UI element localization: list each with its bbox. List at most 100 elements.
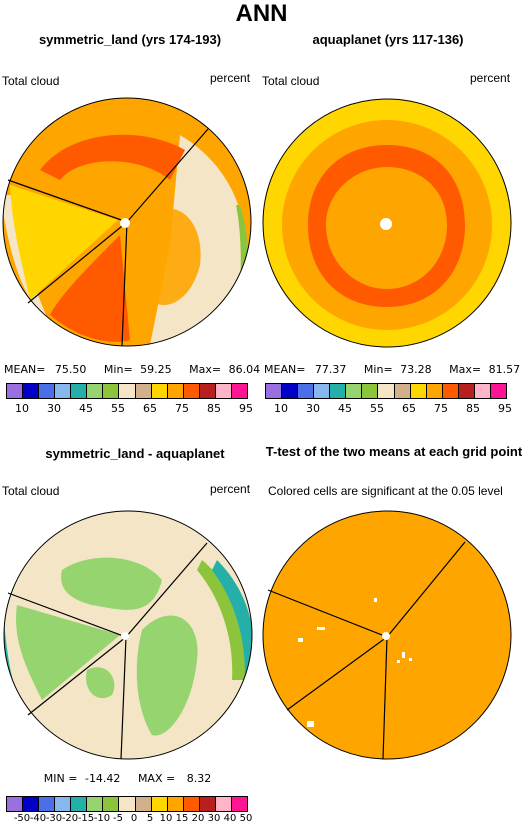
panel3-pole-marker	[121, 632, 129, 640]
panel4-land-boundary-s	[382, 636, 388, 760]
colorbar-tick-label: -20	[61, 813, 79, 824]
colorbar-swatch	[215, 797, 232, 811]
panel3-stats: MIN = -14.42 MAX = 8.32	[43, 772, 212, 785]
panel4-map-outline	[262, 510, 512, 760]
panel1-map	[2, 97, 252, 347]
colorbar-swatch	[231, 797, 247, 811]
colorbar-swatch	[426, 384, 443, 398]
panel1-red-south	[50, 235, 130, 342]
colorbar-tick-label: -50	[13, 813, 31, 824]
panel4-title: T-test of the two means at each grid poi…	[265, 444, 523, 459]
panel1-pole-marker	[120, 218, 130, 228]
panel2-variable-label: Total cloud	[262, 74, 320, 88]
panel4-subtitle: Colored cells are significant at the 0.0…	[268, 484, 503, 498]
colorbar-tick-label: 85	[466, 402, 480, 415]
colorbar-swatch	[135, 797, 152, 811]
panel4-insignificant-cell	[374, 598, 377, 602]
colorbar-swatch	[330, 384, 347, 398]
panel1-colorbar-ticks: 10 30 45 55 65 75 85 95	[6, 402, 253, 416]
colorbar-swatch	[378, 384, 395, 398]
panel3-map-outline	[3, 510, 253, 760]
panel4-land-boundary-ne	[386, 541, 466, 638]
panel3-green-southwest	[86, 667, 115, 699]
colorbar-tick-label: 45	[338, 402, 352, 415]
panel3-variable-label: Total cloud	[2, 484, 60, 498]
panel3-land-boundary-s	[120, 636, 127, 760]
colorbar-swatch	[23, 384, 40, 398]
colorbar-swatch	[458, 384, 475, 398]
panel3-green-west	[16, 605, 120, 700]
colorbar-swatch	[362, 384, 379, 398]
colorbar-swatch	[151, 797, 168, 811]
colorbar-swatch	[103, 384, 120, 398]
panel4-pole-marker	[382, 632, 390, 640]
panel3-colorbar-ticks: -50 -40 -30 -20 -15 -10 -5 0 5 10 15 20 30 40 50	[6, 813, 253, 825]
colorbar-swatch	[119, 384, 136, 398]
panel1-stats: MEAN= 75.50 Min= 59.25 Max= 86.04	[4, 363, 261, 376]
colorbar-swatch	[167, 384, 184, 398]
colorbar-swatch	[55, 384, 72, 398]
colorbar-swatch	[231, 384, 247, 398]
panel2-map-outline	[262, 98, 512, 348]
colorbar-tick-label: 50	[239, 813, 253, 824]
panel1-variable-label: Total cloud	[2, 74, 60, 88]
colorbar-tick-label: 85	[207, 402, 221, 415]
colorbar-tick-label: -30	[45, 813, 63, 824]
colorbar-swatch	[167, 797, 184, 811]
colorbar-tick-label: 65	[143, 402, 157, 415]
panel1-land-boundary-ne	[126, 128, 209, 223]
colorbar-swatch	[39, 384, 56, 398]
colorbar-tick-label: 10	[274, 402, 288, 415]
panel2-pole-marker	[380, 218, 392, 230]
colorbar-swatch	[7, 384, 24, 398]
panel2-units-label: percent	[470, 71, 511, 85]
colorbar-swatch	[87, 797, 104, 811]
colorbar-swatch	[103, 797, 120, 811]
panel3-land-boundary-sw	[27, 636, 127, 716]
colorbar-tick-label: 45	[79, 402, 93, 415]
panel2-title: aquaplanet (yrs 117-136)	[312, 32, 464, 47]
panel4-insignificant-cell	[397, 660, 400, 663]
panel4-insignificant-cell	[317, 627, 325, 630]
panel1-land-boundary-w	[7, 179, 128, 223]
colorbar-tick-label: 75	[175, 402, 189, 415]
colorbar-swatch	[442, 384, 459, 398]
colorbar-swatch	[346, 384, 363, 398]
colorbar-swatch	[474, 384, 491, 398]
panel4-insignificant-cell	[307, 721, 314, 727]
panel1-orange-east-patch	[139, 208, 201, 305]
colorbar-swatch	[71, 384, 88, 398]
colorbar-swatch	[55, 797, 72, 811]
colorbar-tick-label: 40	[223, 813, 237, 824]
panel3-title: symmetric_land - aquaplanet	[45, 446, 225, 461]
colorbar-swatch	[151, 384, 168, 398]
panel1-red-north	[40, 134, 185, 180]
colorbar-tick-label: -40	[29, 813, 47, 824]
colorbar-swatch	[39, 797, 56, 811]
colorbar-swatch	[266, 384, 283, 398]
colorbar-swatch	[183, 384, 200, 398]
colorbar-swatch	[119, 797, 136, 811]
colorbar-tick-label: 30	[47, 402, 61, 415]
panel4-land-boundary-sw	[286, 636, 388, 711]
colorbar-tick-label: 55	[111, 402, 125, 415]
colorbar-swatch	[7, 797, 24, 811]
colorbar-tick-label: 5	[146, 813, 154, 824]
colorbar-swatch	[135, 384, 152, 398]
panel3-land-boundary-w	[7, 592, 127, 638]
panel1-colorbar	[6, 383, 248, 399]
panel3-green-north	[61, 557, 162, 610]
colorbar-swatch	[199, 797, 216, 811]
colorbar-tick-label: 30	[207, 813, 221, 824]
colorbar-tick-label: -5	[113, 813, 123, 824]
colorbar-swatch	[199, 384, 216, 398]
colorbar-swatch	[314, 384, 331, 398]
panel2-stats: MEAN= 77.37 Min= 73.28 Max= 81.57	[264, 363, 521, 376]
panel1-land-boundary-s	[121, 221, 128, 347]
colorbar-swatch	[87, 384, 104, 398]
colorbar-tick-label: 95	[498, 402, 512, 415]
colorbar-tick-label: -15	[77, 813, 95, 824]
colorbar-swatch	[215, 384, 232, 398]
panel4-insignificant-cell	[402, 652, 405, 658]
main-title: ANN	[235, 0, 288, 27]
